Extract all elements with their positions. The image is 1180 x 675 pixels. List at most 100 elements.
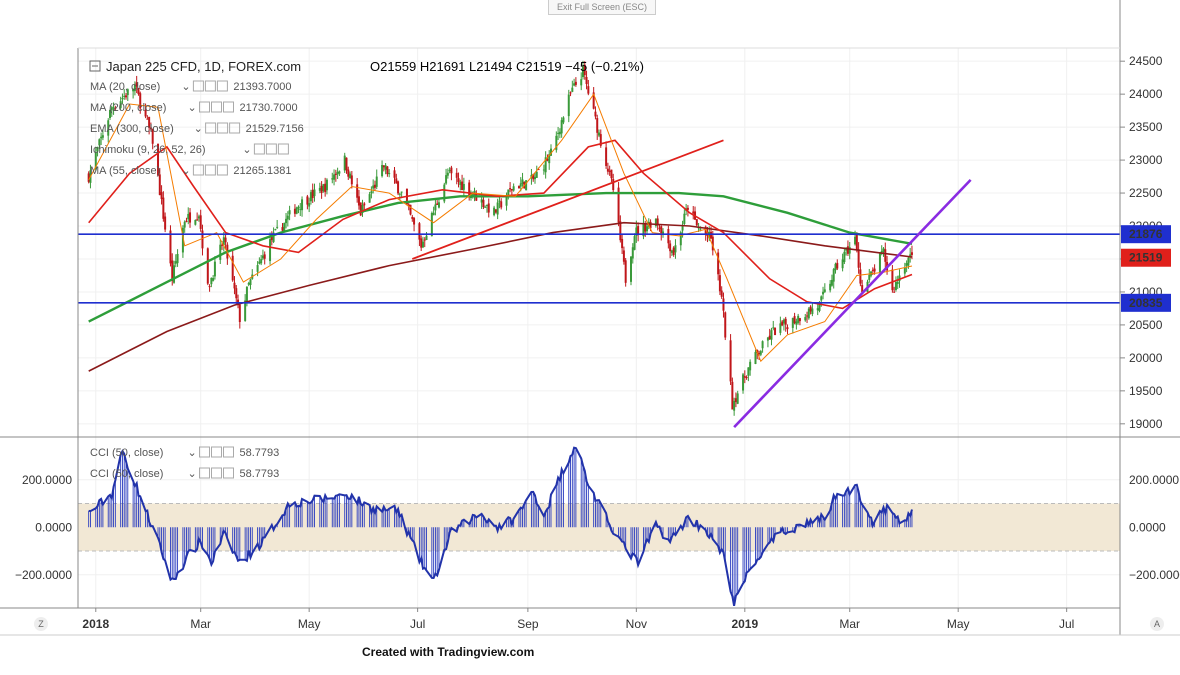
close-icon[interactable] — [277, 143, 289, 155]
chevron-down-icon[interactable]: ⌄ — [194, 123, 203, 135]
price-tick-label: 23000 — [1129, 153, 1163, 167]
chevron-down-icon[interactable]: ⌄ — [242, 144, 251, 156]
candle-body — [132, 88, 135, 92]
chevron-down-icon[interactable]: ⌄ — [181, 81, 190, 93]
candle-body — [521, 179, 524, 184]
candle-body — [350, 175, 353, 185]
candle-body — [797, 315, 800, 323]
close-icon[interactable] — [216, 80, 228, 92]
gear-icon[interactable] — [265, 143, 277, 155]
ma55-line — [88, 139, 913, 310]
cci-legend-label[interactable]: CCI (50, close) — [90, 468, 163, 480]
eye-icon[interactable] — [192, 80, 204, 92]
price-tag-label: 21519 — [1129, 251, 1163, 265]
candle-body — [149, 127, 152, 130]
indicator-legend-label[interactable]: MA (20, close) — [90, 81, 160, 93]
candle-body — [686, 207, 689, 210]
gear-icon[interactable] — [204, 164, 216, 176]
ma20-line — [88, 93, 913, 363]
candle-body — [87, 173, 90, 182]
time-tick-label: Nov — [626, 617, 647, 631]
eye-icon[interactable] — [253, 143, 265, 155]
candle-body — [388, 172, 391, 175]
candle-body — [781, 321, 784, 326]
close-icon[interactable] — [229, 122, 241, 134]
eye-icon[interactable] — [199, 446, 210, 458]
eye-icon[interactable] — [199, 101, 210, 113]
candle-body — [112, 107, 115, 109]
eye-icon[interactable] — [205, 122, 217, 134]
exit-fullscreen-button[interactable]: Exit Full Screen (ESC) — [548, 0, 656, 15]
candle-body — [772, 327, 775, 329]
cci-legend-label[interactable]: CCI (50, close) — [90, 447, 163, 459]
candle-body — [274, 229, 277, 231]
indicator-legend-label[interactable]: MA (55, close) — [90, 165, 160, 177]
candle-body — [766, 337, 769, 341]
candle-body — [173, 265, 176, 283]
candle-body — [695, 219, 698, 226]
ema300-line — [88, 221, 913, 372]
candle-body — [509, 188, 512, 190]
candle-body — [822, 291, 825, 295]
candle-body — [731, 381, 734, 410]
indicator-legend-label[interactable]: Ichimoku (9, 26, 52, 26) — [90, 144, 206, 156]
candle-body — [94, 152, 97, 170]
eye-icon[interactable] — [192, 164, 204, 176]
candle-body — [806, 315, 809, 317]
candle-body — [183, 221, 186, 228]
zoom-button[interactable]: Z — [34, 617, 48, 631]
credit-text: Created with Tradingview.com — [362, 645, 535, 659]
candle-body — [804, 317, 807, 321]
candle-body — [260, 259, 263, 264]
close-icon[interactable] — [223, 467, 234, 479]
candle-body — [285, 218, 288, 224]
time-axis: 2018 Mar May Jul Sep Nov 2019 Mar May Jul — [82, 608, 1074, 631]
trendline-rising-red[interactable] — [411, 139, 724, 260]
close-icon[interactable] — [223, 446, 234, 458]
candle-body — [868, 274, 871, 280]
candle-body — [212, 278, 215, 281]
candle-body — [624, 260, 627, 283]
gear-icon[interactable] — [211, 467, 222, 479]
trendline-support-purple[interactable] — [733, 178, 972, 429]
candle-body — [283, 222, 286, 233]
gear-icon[interactable] — [211, 446, 222, 458]
candle-body — [221, 244, 224, 246]
close-icon[interactable] — [216, 164, 228, 176]
gear-icon[interactable] — [217, 122, 229, 134]
candle-body — [622, 250, 625, 262]
candle-body — [683, 213, 686, 224]
gear-icon[interactable] — [211, 101, 222, 113]
chevron-down-icon[interactable]: ⌄ — [188, 447, 197, 459]
candle-body — [612, 179, 615, 191]
chevron-down-icon[interactable]: ⌄ — [181, 165, 190, 177]
gear-icon[interactable] — [204, 80, 216, 92]
time-tick-label: Mar — [839, 617, 860, 631]
candle-body — [421, 241, 424, 248]
auto-scale-button[interactable]: A — [1150, 617, 1164, 631]
price-tag-box — [1121, 293, 1171, 312]
candle-body — [859, 269, 862, 284]
candle-body — [724, 312, 727, 338]
indicator-legend-value: 21393.7000 — [233, 81, 291, 93]
indicator-legend-label[interactable]: MA (200, close) — [90, 102, 166, 114]
symbol-title[interactable]: Japan 225 CFD, 1D, FOREX.com — [106, 59, 301, 74]
chevron-down-icon[interactable]: ⌄ — [188, 102, 197, 114]
candle-body — [585, 77, 588, 85]
candle-body — [295, 207, 298, 214]
candle-body — [213, 261, 216, 277]
collapse-icon[interactable] — [89, 60, 101, 72]
candle-body — [774, 327, 777, 336]
candle-body — [798, 318, 801, 322]
close-icon[interactable] — [223, 101, 234, 113]
time-tick-label: Jul — [1059, 617, 1074, 631]
candle-body — [461, 181, 464, 191]
candle-body — [786, 327, 789, 330]
chevron-down-icon[interactable]: ⌄ — [188, 468, 197, 480]
candle-body — [544, 157, 547, 173]
candle-body — [829, 283, 832, 291]
eye-icon[interactable] — [199, 467, 210, 479]
candle-body — [830, 279, 833, 286]
indicator-legend-label[interactable]: EMA (300, close) — [90, 123, 174, 135]
candle-body — [635, 227, 638, 236]
